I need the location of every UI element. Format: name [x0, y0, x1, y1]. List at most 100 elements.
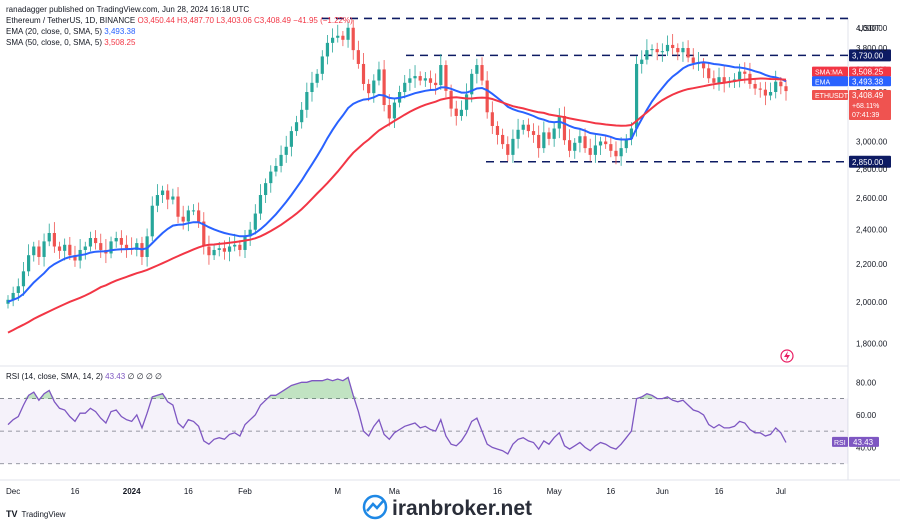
candle-body — [361, 63, 366, 84]
price-tick-label: 2,200.00 — [856, 260, 888, 269]
candle-body — [83, 246, 87, 250]
candle-body — [166, 190, 170, 200]
candle-body — [454, 108, 458, 116]
rsi-value-label: 43.43 — [853, 438, 874, 447]
candle-body — [47, 232, 51, 242]
level-tag-text: 3,730.00 — [852, 51, 884, 60]
candle-body — [212, 249, 216, 256]
candle-body — [176, 196, 180, 217]
ohlc-values: O3,450.44 H3,487.70 L3,403.06 C3,408.49 … — [137, 16, 353, 25]
time-tick-label: M — [334, 487, 341, 496]
candle-body — [403, 82, 407, 93]
candle-body — [258, 195, 263, 214]
candle-body — [217, 248, 221, 250]
time-tick-label: Jul — [776, 487, 786, 496]
price-label-value: 3,408.49 — [852, 91, 884, 100]
candle-body — [264, 183, 268, 196]
candle-body — [562, 115, 567, 141]
candle-body — [691, 57, 695, 63]
price-label-value-box — [849, 66, 891, 77]
candle-body — [511, 138, 515, 155]
candle-body — [604, 141, 608, 145]
rsi-legend[interactable]: RSI (14, close, SMA, 14, 2) 43.43 ∅ ∅ ∅ … — [6, 372, 162, 381]
time-tick-label: 16 — [71, 487, 80, 496]
candle-body — [325, 42, 330, 57]
candle-body — [774, 81, 778, 93]
candle-body — [269, 171, 273, 184]
candle-body — [686, 48, 690, 58]
ema-legend[interactable]: EMA (20, close, 0, SMA, 5) 3,493.38 — [6, 26, 353, 37]
candle-body — [99, 243, 103, 250]
candle-body — [660, 51, 664, 53]
candle-body — [738, 71, 742, 80]
candle-body — [310, 82, 314, 93]
time-tick-label: 2024 — [123, 487, 141, 496]
rsi-legend-value: 43.43 — [105, 372, 126, 381]
time-tick-label: May — [547, 487, 562, 496]
candle-body — [248, 229, 252, 237]
candle-body — [537, 134, 541, 149]
candle-body — [150, 205, 154, 237]
candle-body — [315, 73, 319, 83]
candle-body — [671, 44, 675, 49]
candle-body — [578, 136, 582, 143]
price-tick-label: 2,800.00 — [856, 165, 888, 174]
candle-body — [16, 286, 20, 293]
candle-body — [542, 132, 546, 149]
price-tick-label: 2,400.00 — [856, 226, 888, 235]
candle-body — [501, 134, 505, 145]
candle-body — [37, 246, 41, 257]
watermark: iranbroker.net — [362, 494, 532, 520]
rsi-line — [7, 376, 787, 455]
price-tick-label: 4,000.00 — [856, 24, 888, 33]
price-label-name: SMA:MA — [815, 70, 843, 77]
candle-body — [346, 27, 350, 40]
candle-body — [68, 244, 72, 256]
sma-50-line — [7, 77, 787, 334]
tradingview-logo[interactable]: TV TradingView — [6, 509, 66, 519]
candle-body — [238, 244, 242, 250]
sma-legend[interactable]: SMA (50, close, 0, SMA, 5) 3,508.25 — [6, 37, 353, 48]
candle-body — [392, 102, 397, 119]
time-tick-label: 16 — [606, 487, 615, 496]
rsi-legend-label: RSI (14, close, SMA, 14, 2) — [6, 372, 103, 381]
iranbroker-logo-arrow — [366, 499, 385, 512]
level-tag — [849, 155, 891, 168]
price-tick-label: 2,000.00 — [856, 298, 888, 307]
candle-body — [583, 136, 587, 149]
level-tag-text: 2,850.00 — [852, 158, 884, 167]
candle-body — [27, 255, 31, 272]
candle-body — [779, 81, 783, 87]
candle-body — [294, 122, 299, 132]
symbol-title[interactable]: Ethereum / TetherUS, 1D, BINANCE — [6, 16, 136, 25]
candle-body — [459, 109, 464, 116]
ema-legend-label: EMA (20, close, 0, SMA, 5) — [6, 27, 103, 36]
lightning-bolt — [784, 351, 790, 361]
candle-body — [114, 238, 118, 242]
candle-body — [377, 69, 381, 81]
countdown-label: 07:41:39 — [852, 112, 879, 119]
candle-body — [181, 216, 185, 222]
candle-body — [408, 78, 412, 83]
published-line: ranadagger published on TradingView.com,… — [6, 5, 250, 14]
candle-body — [470, 73, 474, 95]
candle-body — [341, 35, 345, 40]
candle-body — [52, 232, 56, 247]
time-axis[interactable]: Dec 16 2024 16 Feb M Ma 16 May 16 Jun 16 Jul — [6, 487, 786, 496]
ema-legend-value: 3,493.38 — [104, 27, 136, 36]
candle-body — [300, 109, 304, 123]
price-tick-label: 3,800.00 — [856, 44, 888, 53]
rsi-legend-extra: ∅ ∅ ∅ ∅ — [127, 372, 162, 381]
rsi-value-box — [849, 436, 879, 447]
candle-body — [21, 271, 26, 287]
iranbroker-watermark-text: iranbroker.net — [392, 497, 532, 520]
candle-body — [676, 48, 680, 53]
candle-body — [124, 244, 129, 249]
candle-body — [506, 144, 510, 155]
candle-body — [629, 128, 634, 139]
price-tick-label: 2,600.00 — [856, 194, 888, 203]
candle-body — [423, 78, 427, 81]
price-label-name: ETHUSDT — [815, 93, 849, 100]
sma-legend-label: SMA (50, close, 0, SMA, 5) — [6, 38, 103, 47]
